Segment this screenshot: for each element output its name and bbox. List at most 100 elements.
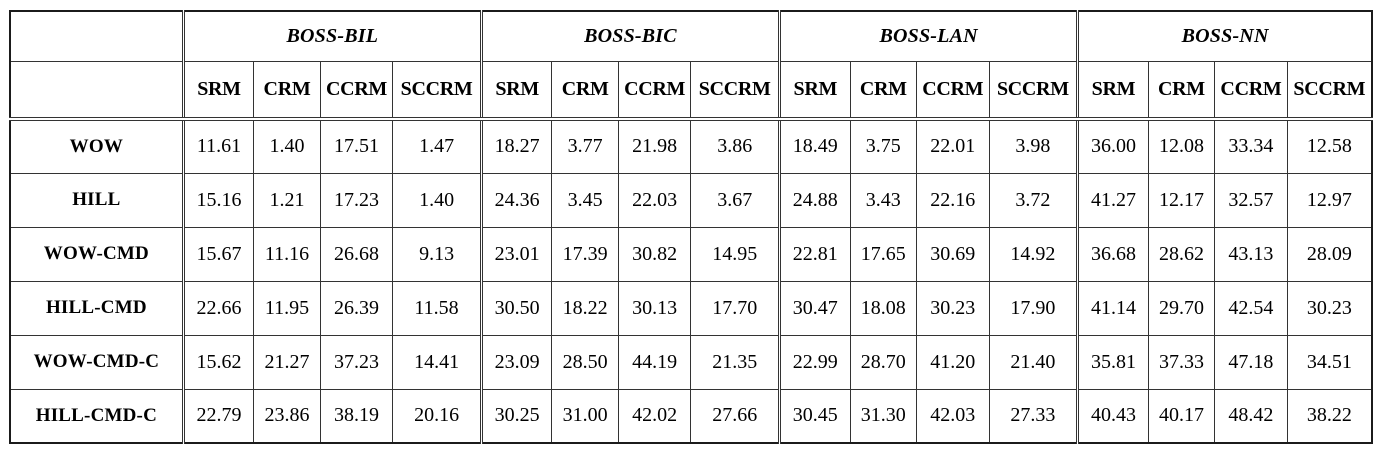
data-cell: 47.18 <box>1214 334 1288 390</box>
data-cell: 40.17 <box>1147 388 1216 444</box>
data-cell: 38.19 <box>319 388 394 444</box>
table-row-hill: HILL 15.16 1.21 17.23 1.40 24.36 3.45 22… <box>9 172 1373 228</box>
data-cell: 32.57 <box>1214 172 1288 228</box>
data-cell: 33.34 <box>1214 118 1288 174</box>
data-cell: 15.16 <box>181 172 255 228</box>
metric-header-sccrm: SCCRM <box>1286 60 1373 121</box>
data-cell: 3.98 <box>988 118 1079 174</box>
row-label: HILL <box>9 172 184 228</box>
data-cell: 44.19 <box>617 334 692 390</box>
row-label: WOW-CMD <box>9 226 184 282</box>
data-cell: 3.67 <box>690 172 781 228</box>
data-cell: 28.09 <box>1286 226 1373 282</box>
table-row-hill-cmd: HILL-CMD 22.66 11.95 26.39 11.58 30.50 1… <box>9 280 1373 336</box>
data-cell: 48.42 <box>1214 388 1288 444</box>
table-row-wow-cmd-c: WOW-CMD-C 15.62 21.27 37.23 14.41 23.09 … <box>9 334 1373 390</box>
corner-cell <box>9 60 184 121</box>
data-cell: 23.01 <box>479 226 553 282</box>
data-cell: 11.16 <box>253 226 321 282</box>
data-cell: 41.14 <box>1076 280 1149 336</box>
data-cell: 17.65 <box>849 226 918 282</box>
data-cell: 28.70 <box>849 334 918 390</box>
data-cell: 36.68 <box>1076 226 1149 282</box>
data-cell: 1.47 <box>392 118 482 174</box>
data-cell: 41.20 <box>916 334 990 390</box>
data-cell: 30.23 <box>916 280 990 336</box>
data-cell: 27.66 <box>690 388 781 444</box>
data-cell: 28.62 <box>1147 226 1216 282</box>
data-cell: 40.43 <box>1076 388 1149 444</box>
group-header-boss-bil: BOSS-BIL <box>181 10 482 62</box>
metric-header-ccrm: CCRM <box>617 60 692 121</box>
results-table: BOSS-BIL BOSS-BIC BOSS-LAN BOSS-NN SRM C… <box>9 10 1373 444</box>
data-cell: 3.86 <box>690 118 781 174</box>
data-cell: 30.23 <box>1286 280 1373 336</box>
data-cell: 22.16 <box>916 172 990 228</box>
data-cell: 3.75 <box>849 118 918 174</box>
data-cell: 14.95 <box>690 226 781 282</box>
data-cell: 31.00 <box>551 388 619 444</box>
data-cell: 24.36 <box>479 172 553 228</box>
data-cell: 26.68 <box>319 226 394 282</box>
data-cell: 3.45 <box>551 172 619 228</box>
metric-header-crm: CRM <box>551 60 619 121</box>
data-cell: 3.43 <box>849 172 918 228</box>
data-cell: 36.00 <box>1076 118 1149 174</box>
data-cell: 15.62 <box>181 334 255 390</box>
data-cell: 23.09 <box>479 334 553 390</box>
metric-header-sccrm: SCCRM <box>988 60 1079 121</box>
data-cell: 42.02 <box>617 388 692 444</box>
metric-header-srm: SRM <box>1076 60 1149 121</box>
data-cell: 30.45 <box>778 388 851 444</box>
data-cell: 30.25 <box>479 388 553 444</box>
data-cell: 37.33 <box>1147 334 1216 390</box>
data-cell: 18.22 <box>551 280 619 336</box>
data-cell: 14.92 <box>988 226 1079 282</box>
row-label: WOW <box>9 118 184 174</box>
data-cell: 30.13 <box>617 280 692 336</box>
row-label: HILL-CMD <box>9 280 184 336</box>
data-cell: 37.23 <box>319 334 394 390</box>
data-cell: 3.77 <box>551 118 619 174</box>
metric-header-crm: CRM <box>1147 60 1216 121</box>
data-cell: 41.27 <box>1076 172 1149 228</box>
data-cell: 22.99 <box>778 334 851 390</box>
data-cell: 9.13 <box>392 226 482 282</box>
data-cell: 17.90 <box>988 280 1079 336</box>
data-cell: 26.39 <box>319 280 394 336</box>
data-cell: 34.51 <box>1286 334 1373 390</box>
data-cell: 35.81 <box>1076 334 1149 390</box>
data-cell: 21.98 <box>617 118 692 174</box>
data-cell: 30.50 <box>479 280 553 336</box>
data-cell: 17.70 <box>690 280 781 336</box>
data-cell: 28.50 <box>551 334 619 390</box>
data-cell: 11.58 <box>392 280 482 336</box>
data-cell: 12.97 <box>1286 172 1373 228</box>
metric-header-sccrm: SCCRM <box>392 60 482 121</box>
data-cell: 29.70 <box>1147 280 1216 336</box>
data-cell: 18.27 <box>479 118 553 174</box>
metric-header-ccrm: CCRM <box>1214 60 1288 121</box>
metric-header-ccrm: CCRM <box>916 60 990 121</box>
data-cell: 22.79 <box>181 388 255 444</box>
data-cell: 22.01 <box>916 118 990 174</box>
data-cell: 20.16 <box>392 388 482 444</box>
row-label: HILL-CMD-C <box>9 388 184 444</box>
data-cell: 12.08 <box>1147 118 1216 174</box>
group-header-row: BOSS-BIL BOSS-BIC BOSS-LAN BOSS-NN <box>9 10 1373 62</box>
metric-header-srm: SRM <box>479 60 553 121</box>
data-cell: 1.40 <box>253 118 321 174</box>
group-header-boss-nn: BOSS-NN <box>1076 10 1373 62</box>
data-cell: 1.40 <box>392 172 482 228</box>
data-cell: 17.23 <box>319 172 394 228</box>
data-cell: 21.40 <box>988 334 1079 390</box>
data-cell: 11.95 <box>253 280 321 336</box>
data-cell: 42.54 <box>1214 280 1288 336</box>
data-cell: 42.03 <box>916 388 990 444</box>
data-cell: 11.61 <box>181 118 255 174</box>
data-cell: 18.49 <box>778 118 851 174</box>
data-cell: 30.69 <box>916 226 990 282</box>
data-cell: 30.82 <box>617 226 692 282</box>
table-row-wow: WOW 11.61 1.40 17.51 1.47 18.27 3.77 21.… <box>9 118 1373 174</box>
data-cell: 22.81 <box>778 226 851 282</box>
